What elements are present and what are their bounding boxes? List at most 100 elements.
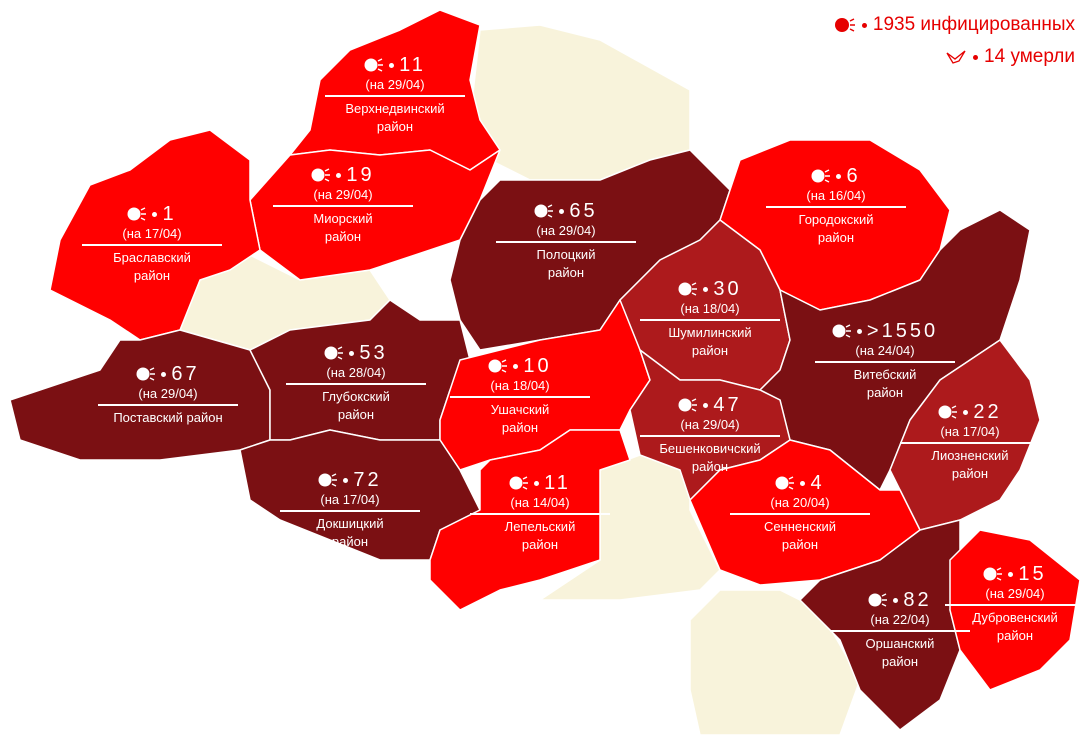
count-row: 11 <box>315 53 475 77</box>
region-name: Докшицкий <box>316 515 384 531</box>
underline <box>273 204 413 207</box>
icon <box>678 398 698 412</box>
region-label: 22 (на 17/04) Лиозненский район <box>890 400 1050 484</box>
count-row: 6 <box>756 164 916 188</box>
region-label: 72 (на 17/04) Докшицкий район <box>270 468 430 552</box>
region-name: Миорский <box>313 210 373 226</box>
underline <box>830 629 970 632</box>
region-name: Витебский <box>853 366 917 382</box>
legend-died: 14 умерли <box>945 46 1075 68</box>
date: (на 29/04) <box>365 77 425 92</box>
icon <box>775 476 795 490</box>
icon <box>834 18 855 32</box>
count-row: 30 <box>630 277 790 301</box>
region-name: район <box>133 268 171 284</box>
date: (на 29/04) <box>138 386 198 401</box>
count: 30 <box>713 278 742 300</box>
legend-infected: 1935 инфицированных <box>834 14 1075 36</box>
region-label: >1550 (на 24/04) Витебский район <box>805 319 965 403</box>
region-name: район <box>691 343 729 359</box>
icon <box>311 168 331 182</box>
count: 53 <box>359 342 388 364</box>
bullet <box>893 597 899 603</box>
region-name: Глубокский <box>322 388 390 404</box>
date: (на 29/04) <box>313 187 373 202</box>
count: 65 <box>569 200 598 222</box>
underline <box>900 441 1040 444</box>
region-name: район <box>337 407 375 423</box>
count: 47 <box>713 394 742 416</box>
region-label: 1 (на 17/04) Браславский район <box>72 202 232 286</box>
bullet <box>963 409 969 415</box>
underline <box>286 382 426 385</box>
region-name: Лиозненский <box>931 447 1009 463</box>
count: 11 <box>544 472 571 494</box>
date: (на 24/04) <box>855 343 915 358</box>
count-row: 4 <box>720 471 880 495</box>
region-name: район <box>691 459 729 475</box>
region-name: район <box>547 265 585 281</box>
count-row: 19 <box>263 163 423 187</box>
icon <box>488 359 508 373</box>
underline <box>640 434 780 437</box>
region-label: 6 (на 16/04) Городокский район <box>756 164 916 248</box>
underline <box>730 512 870 515</box>
icon <box>127 207 147 221</box>
icon <box>678 282 698 296</box>
region-name: Лепельский <box>504 518 576 534</box>
bullet <box>1008 571 1014 577</box>
underline <box>496 240 636 243</box>
region-name: Шумилинский <box>668 324 752 340</box>
region-name: район <box>881 654 919 670</box>
region-label: 11 (на 14/04) Лепельский район <box>460 471 620 555</box>
count-row: 11 <box>460 471 620 495</box>
region-name: район <box>376 119 414 135</box>
bullet <box>703 286 709 292</box>
region <box>429 429 631 611</box>
count-row: 1 <box>72 202 232 226</box>
bullet <box>349 350 355 356</box>
region-label: 53 (на 28/04) Глубокский район <box>276 341 436 425</box>
count: 4 <box>810 472 825 494</box>
icon <box>324 346 344 360</box>
count: 22 <box>973 401 1002 423</box>
count: 19 <box>346 164 375 186</box>
region <box>249 149 501 281</box>
date: (на 16/04) <box>806 188 866 203</box>
bullet <box>973 54 979 60</box>
bullet <box>861 22 867 28</box>
legend-text: 14 умерли <box>984 46 1075 67</box>
region-name: Полоцкий <box>536 246 596 262</box>
icon <box>868 593 888 607</box>
region-name: район <box>817 230 855 246</box>
region-label: 30 (на 18/04) Шумилинский район <box>630 277 790 361</box>
region-label: 47 (на 29/04) Бешенковичский район <box>630 393 790 477</box>
count-row: 15 <box>935 562 1085 586</box>
bullet <box>513 363 519 369</box>
count: 67 <box>171 363 200 385</box>
underline <box>325 94 465 97</box>
count-row: 72 <box>270 468 430 492</box>
underline <box>815 360 955 363</box>
count-row: 10 <box>440 354 600 378</box>
date: (на 29/04) <box>536 223 596 238</box>
region-name: район <box>996 628 1034 644</box>
icon <box>938 405 958 419</box>
count: 1 <box>162 203 177 225</box>
area <box>469 24 691 181</box>
region-label: 65 (на 29/04) Полоцкий район <box>486 199 646 283</box>
count-row: 53 <box>276 341 436 365</box>
bullet <box>559 208 565 214</box>
region-label: 19 (на 29/04) Миорский район <box>263 163 423 247</box>
date: (на 17/04) <box>320 492 380 507</box>
icon <box>136 367 156 381</box>
region-label: 11 (на 29/04) Верхнедвинский район <box>315 53 475 137</box>
underline <box>470 512 610 515</box>
region-name: Сенненский <box>763 518 837 534</box>
icon <box>534 204 554 218</box>
count-row: 82 <box>820 588 980 612</box>
date: (на 14/04) <box>510 495 570 510</box>
region-name: Ушачский <box>490 401 550 417</box>
